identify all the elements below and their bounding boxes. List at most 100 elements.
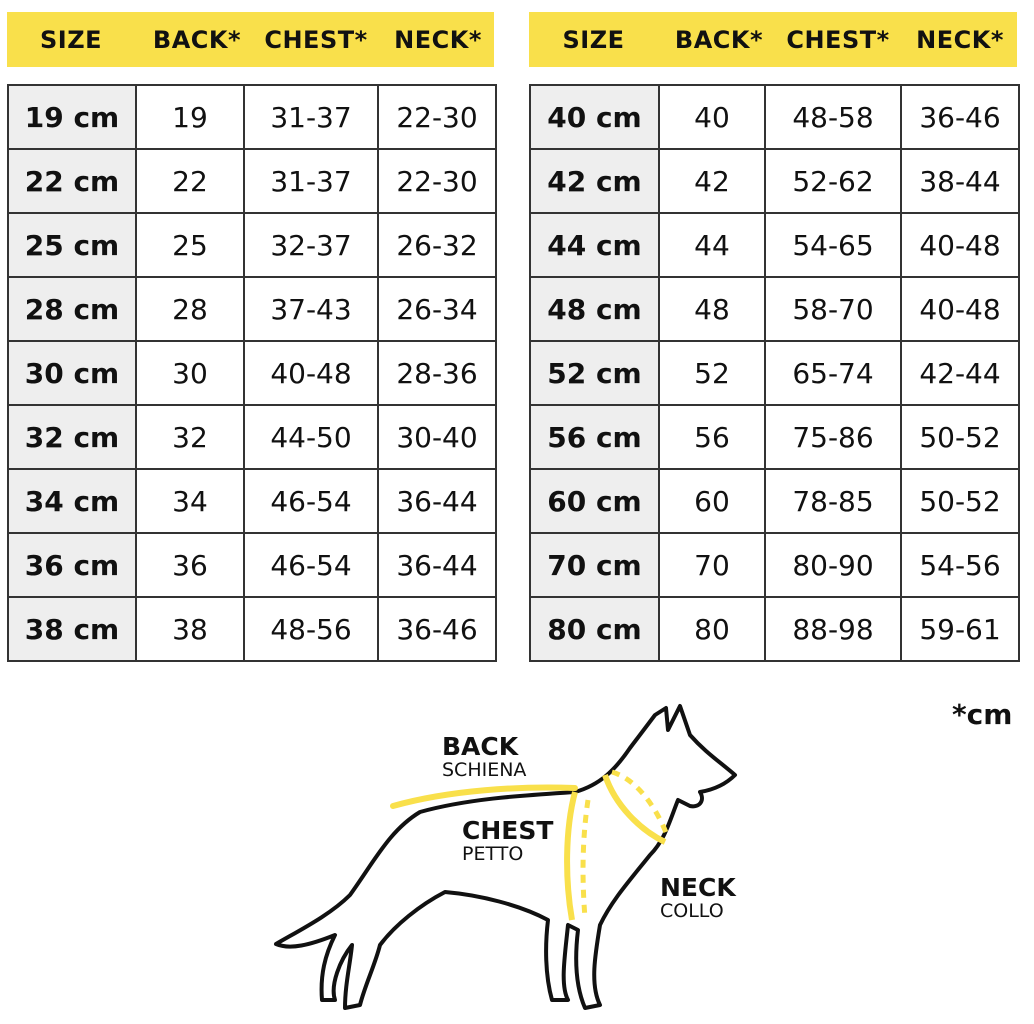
table-row: 70 cm 70 80-90 54-56 [529, 532, 1020, 598]
chest-label-en: CHEST [462, 816, 554, 845]
back-cell: 80 [658, 596, 766, 662]
table-row: 25 cm 25 32-37 26-32 [7, 212, 497, 278]
neck-cell: 36-44 [377, 532, 497, 598]
table-row: 30 cm 30 40-48 28-36 [7, 340, 497, 406]
chest-cell: 48-56 [243, 596, 379, 662]
neck-cell: 28-36 [377, 340, 497, 406]
table-row: 42 cm 42 52-62 38-44 [529, 148, 1020, 214]
size-cell: 36 cm [7, 532, 137, 598]
back-label: BACK SCHIENA [442, 734, 526, 780]
table-row: 32 cm 32 44-50 30-40 [7, 404, 497, 470]
neck-cell: 26-34 [377, 276, 497, 342]
table-row: 80 cm 80 88-98 59-61 [529, 596, 1020, 662]
neck-cell: 50-52 [900, 468, 1020, 534]
size-cell: 60 cm [529, 468, 660, 534]
size-cell: 28 cm [7, 276, 137, 342]
size-cell: 25 cm [7, 212, 137, 278]
neck-cell: 42-44 [900, 340, 1020, 406]
table-row: 28 cm 28 37-43 26-34 [7, 276, 497, 342]
neck-cell: 50-52 [900, 404, 1020, 470]
neck-cell: 40-48 [900, 276, 1020, 342]
size-cell: 70 cm [529, 532, 660, 598]
table-row: 34 cm 34 46-54 36-44 [7, 468, 497, 534]
size-cell: 48 cm [529, 276, 660, 342]
size-cell: 52 cm [529, 340, 660, 406]
back-cell: 42 [658, 148, 766, 214]
chest-cell: 78-85 [764, 468, 902, 534]
neck-cell: 26-32 [377, 212, 497, 278]
chest-cell: 31-37 [243, 84, 379, 150]
neck-cell: 40-48 [900, 212, 1020, 278]
neck-cell: 54-56 [900, 532, 1020, 598]
left-header-bar: SIZE BACK* CHEST* NECK* [7, 12, 494, 67]
right-size-table: 40 cm 40 48-58 36-46 42 cm 42 52-62 38-44 44 cm 4… [529, 84, 1020, 662]
neck-cell: 36-46 [900, 84, 1020, 150]
table-row: 22 cm 22 31-37 22-30 [7, 148, 497, 214]
chest-cell: 80-90 [764, 532, 902, 598]
neck-cell: 36-44 [377, 468, 497, 534]
table-row: 48 cm 48 58-70 40-48 [529, 276, 1020, 342]
neck-cell: 36-46 [377, 596, 497, 662]
size-cell: 44 cm [529, 212, 660, 278]
header-back: BACK* [674, 25, 764, 54]
back-cell: 48 [658, 276, 766, 342]
back-cell: 25 [135, 212, 245, 278]
neck-cell: 22-30 [377, 84, 497, 150]
unit-note: *cm [952, 698, 1013, 731]
chest-cell: 32-37 [243, 212, 379, 278]
back-cell: 34 [135, 468, 245, 534]
chest-cell: 65-74 [764, 340, 902, 406]
chest-cell: 88-98 [764, 596, 902, 662]
header-neck: NECK* [394, 25, 482, 54]
size-cell: 32 cm [7, 404, 137, 470]
header-back: BACK* [152, 25, 242, 54]
back-cell: 28 [135, 276, 245, 342]
neck-cell: 38-44 [900, 148, 1020, 214]
chest-cell: 31-37 [243, 148, 379, 214]
chest-cell: 46-54 [243, 532, 379, 598]
neck-label-en: NECK [660, 873, 736, 902]
table-row: 40 cm 40 48-58 36-46 [529, 84, 1020, 150]
chest-label: CHEST PETTO [462, 818, 553, 864]
table-row: 19 cm 19 31-37 22-30 [7, 84, 497, 150]
right-header-bar: SIZE BACK* CHEST* NECK* [529, 12, 1017, 67]
size-cell: 42 cm [529, 148, 660, 214]
back-label-en: BACK [442, 732, 519, 761]
back-cell: 30 [135, 340, 245, 406]
table-row: 44 cm 44 54-65 40-48 [529, 212, 1020, 278]
back-cell: 56 [658, 404, 766, 470]
back-measure-line [390, 784, 578, 809]
left-size-table: 19 cm 19 31-37 22-30 22 cm 22 31-37 22-30 25 cm 2… [7, 84, 497, 662]
chest-cell: 75-86 [764, 404, 902, 470]
chest-cell: 52-62 [764, 148, 902, 214]
header-neck: NECK* [916, 25, 1004, 54]
neck-measure-line [602, 774, 667, 845]
chest-cell: 58-70 [764, 276, 902, 342]
table-row: 60 cm 60 78-85 50-52 [529, 468, 1020, 534]
chest-cell: 46-54 [243, 468, 379, 534]
size-cell: 22 cm [7, 148, 137, 214]
back-cell: 32 [135, 404, 245, 470]
size-cell: 19 cm [7, 84, 137, 150]
neck-cell: 22-30 [377, 148, 497, 214]
neck-label: NECK COLLO [660, 875, 736, 921]
chest-cell: 54-65 [764, 212, 902, 278]
table-row: 52 cm 52 65-74 42-44 [529, 340, 1020, 406]
size-cell: 30 cm [7, 340, 137, 406]
chest-measure-line [564, 791, 578, 921]
chest-cell: 44-50 [243, 404, 379, 470]
back-label-it: SCHIENA [442, 759, 527, 781]
neck-measure-dashed [611, 769, 671, 839]
back-cell: 19 [135, 84, 245, 150]
header-chest: CHEST* [786, 25, 890, 54]
back-cell: 22 [135, 148, 245, 214]
back-cell: 36 [135, 532, 245, 598]
size-cell: 34 cm [7, 468, 137, 534]
back-cell: 44 [658, 212, 766, 278]
neck-cell: 30-40 [377, 404, 497, 470]
chest-label-it: PETTO [462, 843, 524, 865]
size-cell: 56 cm [529, 404, 660, 470]
chest-cell: 48-58 [764, 84, 902, 150]
back-cell: 60 [658, 468, 766, 534]
